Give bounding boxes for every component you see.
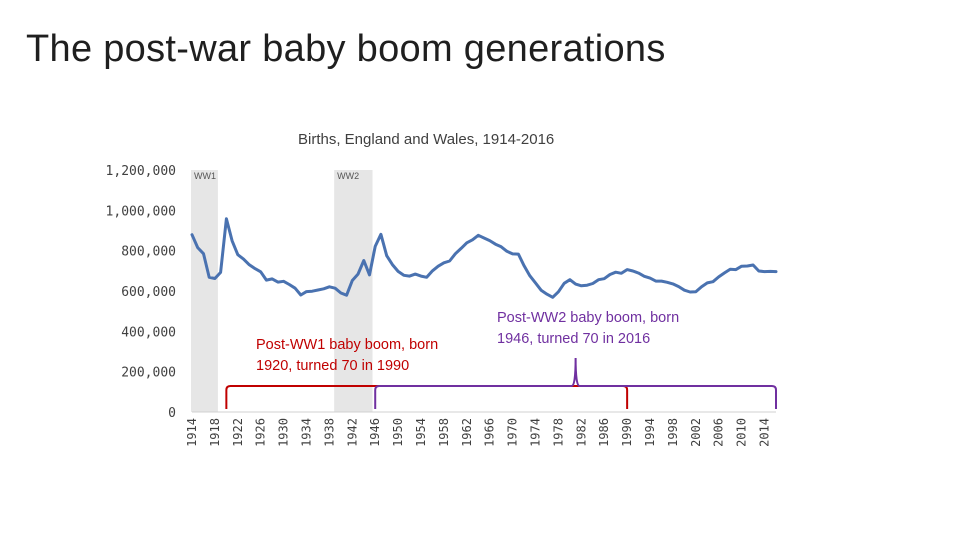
y-tick-label: 600,000 (121, 285, 176, 300)
x-tick-label: 1914 (185, 418, 199, 447)
x-tick-label: 1954 (414, 418, 428, 447)
x-tick-label: 2006 (712, 418, 726, 447)
x-tick-label: 1970 (506, 418, 520, 447)
x-tick-label: 1974 (529, 418, 543, 447)
x-tick-label: 1930 (277, 418, 291, 447)
x-tick-label: 1986 (597, 418, 611, 447)
series-layer (190, 217, 778, 299)
post-ww1-annotation-line2: 1920, turned 70 in 1990 (256, 358, 410, 374)
post-ww2-annotation-line2: 1946, turned 70 in 2016 (497, 331, 651, 347)
x-tick-label: 1990 (620, 418, 634, 447)
post-ww2-annotation: Post-WW2 baby boom, born 1946, turned 70… (497, 308, 679, 350)
x-tick-label: 1922 (231, 418, 245, 447)
annotation-braces (225, 357, 777, 409)
war-shade-ww1 (191, 170, 218, 412)
x-tick-label: 1978 (551, 418, 565, 447)
slide-title: The post-war baby boom generations (26, 28, 666, 70)
chart-title: Births, England and Wales, 1914-2016 (298, 131, 555, 148)
post-ww2-annotation-line1: Post-WW2 baby boom, born (497, 310, 680, 326)
x-tick-label: 1962 (460, 418, 474, 447)
y-tick-label: 200,000 (121, 366, 176, 381)
x-tick-label: 1950 (391, 418, 405, 447)
post-ww2-brace (374, 357, 777, 409)
war-label-ww1: WW1 (194, 171, 216, 181)
x-tick-label: 1934 (300, 418, 314, 447)
post-ww1-brace (225, 385, 629, 409)
x-tick-label: 1994 (643, 418, 657, 447)
x-tick-label: 1938 (322, 418, 336, 447)
tick-labels: 0 200,000 400,000 600,000 800,000 1,000,000 1,… (106, 164, 772, 447)
post-ww1-annotation: Post-WW1 baby boom, born 1920, turned 70… (256, 335, 438, 377)
x-tick-label: 1982 (574, 418, 588, 447)
x-tick-label: 1998 (666, 418, 680, 447)
y-tick-label: 0 (168, 406, 176, 421)
war-label-ww2: WW2 (337, 171, 359, 181)
post-ww1-annotation-line1: Post-WW1 baby boom, born (256, 337, 439, 353)
y-tick-label: 1,200,000 (106, 164, 176, 179)
x-tick-label: 1958 (437, 418, 451, 447)
y-tick-label: 1,000,000 (106, 204, 176, 219)
y-tick-label: 800,000 (121, 245, 176, 260)
x-tick-label: 2010 (735, 418, 749, 447)
x-tick-label: 2002 (689, 418, 703, 447)
births-series-line (190, 217, 778, 299)
x-tick-label: 1942 (345, 418, 359, 447)
x-tick-label: 1918 (208, 418, 222, 447)
x-tick-label: 1966 (483, 418, 497, 447)
x-tick-label: 2014 (758, 418, 772, 447)
x-tick-label: 1946 (368, 418, 382, 447)
x-tick-label: 1926 (254, 418, 268, 447)
y-tick-label: 400,000 (121, 325, 176, 340)
